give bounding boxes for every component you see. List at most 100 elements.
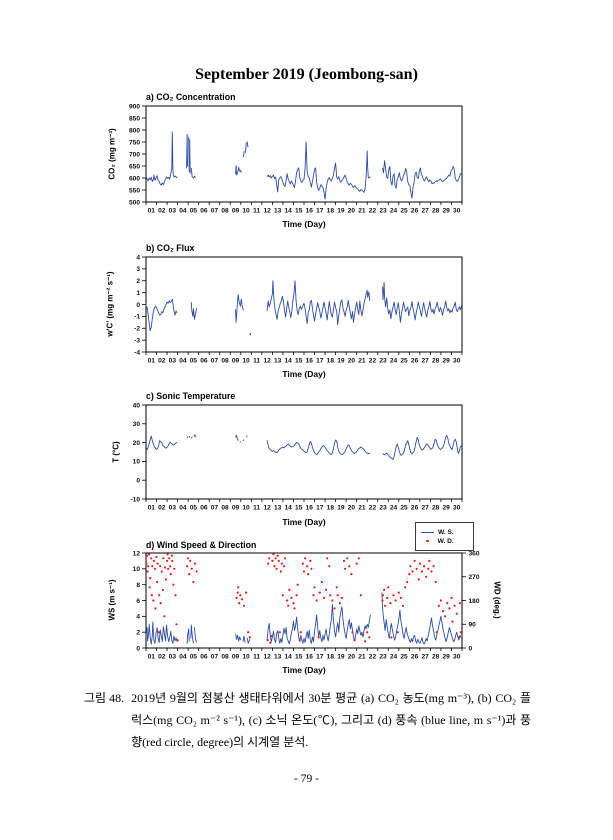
svg-text:0: 0 <box>136 645 140 652</box>
point-WD <box>355 562 358 565</box>
svg-text:13: 13 <box>274 208 282 215</box>
point-WD <box>315 599 318 602</box>
panel-d-label: d) Wind Speed & Direction <box>146 540 257 550</box>
svg-text:19: 19 <box>337 505 345 512</box>
svg-text:25: 25 <box>400 505 408 512</box>
point-WD <box>193 562 197 565</box>
svg-text:09: 09 <box>232 208 240 215</box>
svg-text:23: 23 <box>379 358 387 365</box>
figure-caption: 그림 48. 2019년 9월의 점봉산 생태타워에서 30분 평균 (a) C… <box>84 687 531 753</box>
point-WD <box>188 573 191 576</box>
svg-text:15: 15 <box>295 358 303 365</box>
legend-label-ws: W. S. <box>438 528 454 536</box>
point-WD <box>242 604 246 607</box>
svg-text:09: 09 <box>232 654 240 661</box>
svg-text:-4: -4 <box>134 349 140 356</box>
svg-text:40: 40 <box>133 402 141 409</box>
svg-text:26: 26 <box>411 208 419 215</box>
svg-text:27: 27 <box>421 505 429 512</box>
series-CO2 <box>266 141 371 200</box>
point-WD <box>157 631 160 634</box>
point-WD <box>401 604 405 607</box>
svg-text:12: 12 <box>263 358 271 365</box>
svg-text:0: 0 <box>136 302 140 309</box>
point-WD <box>192 580 195 584</box>
svg-text:06: 06 <box>200 208 208 215</box>
series-WS <box>190 624 194 644</box>
point-WD <box>168 557 171 560</box>
point-WD <box>312 594 315 597</box>
chart-panel-co2-concentration: 01 02 03 04 05 06 07 08 09 10 11 12 13 14 15 16 17 18 19 20… <box>129 103 463 215</box>
point-WD <box>276 554 279 557</box>
point-WD <box>283 557 287 560</box>
point-WD <box>390 636 393 639</box>
point-WD <box>457 636 460 639</box>
svg-text:-2: -2 <box>134 326 140 333</box>
svg-text:04: 04 <box>179 358 187 365</box>
chart-panel-sonic-temperature: 01 02 03 04 05 06 07 08 09 10 11 12 13 14 15 16 17 18 19 20… <box>130 402 463 512</box>
point-WD <box>161 588 164 592</box>
svg-text:27: 27 <box>421 654 429 661</box>
svg-text:29: 29 <box>443 654 451 661</box>
chart-panel-co2-flux: 01 02 03 04 05 06 07 08 09 10 11 12 13 14 15 16 17 18 19 20… <box>134 254 463 365</box>
panel-d-ylabel: WS (m s⁻¹) <box>107 579 117 621</box>
point-WD <box>389 602 392 605</box>
point-WD <box>368 636 371 639</box>
point-WD <box>317 636 320 639</box>
svg-text:18: 18 <box>327 358 335 365</box>
svg-text:800: 800 <box>129 127 140 134</box>
point-WD <box>163 566 167 569</box>
point-WD <box>344 567 347 570</box>
point-WD <box>342 559 346 563</box>
series-CO2 <box>242 151 245 157</box>
svg-text:10: 10 <box>133 459 141 466</box>
point-WD <box>271 559 274 563</box>
series-CO2 <box>246 141 249 148</box>
svg-text:11: 11 <box>253 208 260 215</box>
series-CO2 <box>235 165 242 176</box>
svg-text:28: 28 <box>432 505 440 512</box>
svg-text:25: 25 <box>400 654 408 661</box>
series-T <box>145 435 178 451</box>
series-CO2 <box>188 136 190 173</box>
legend-label-wd: W. D. <box>437 537 454 545</box>
dot-swatch-icon <box>426 539 429 543</box>
svg-text:23: 23 <box>379 208 387 215</box>
point-WD <box>320 580 323 584</box>
chart-panel-wind-speed-direction: 01 02 03 04 05 06 07 08 09 10 11 12 13 14 15 16 17 18 19 20… <box>133 550 480 660</box>
svg-text:13: 13 <box>274 505 282 512</box>
point-WD <box>170 554 173 557</box>
svg-text:30: 30 <box>453 505 461 512</box>
point-WD <box>306 565 309 568</box>
panel-b-ylabel: w'C' (mg m⁻² s⁻¹) <box>105 271 115 337</box>
point-WD <box>381 594 385 597</box>
svg-text:750: 750 <box>129 139 140 146</box>
point-WD <box>189 559 192 563</box>
point-WD <box>434 580 437 584</box>
point-WD <box>146 554 149 557</box>
point-WD <box>381 599 384 602</box>
svg-text:30: 30 <box>133 421 141 428</box>
series-CO2 <box>245 142 247 153</box>
svg-text:30: 30 <box>453 358 461 365</box>
point-WD <box>275 567 278 570</box>
point-WD <box>444 615 447 618</box>
line-swatch-icon <box>421 531 434 533</box>
series-T <box>239 441 242 443</box>
svg-text:20: 20 <box>133 440 141 447</box>
point-WD <box>156 580 159 584</box>
svg-text:04: 04 <box>179 208 187 215</box>
point-WD <box>148 553 151 556</box>
point-WD <box>267 562 270 565</box>
point-WD <box>361 633 365 636</box>
point-WD <box>430 570 433 573</box>
point-WD <box>299 631 302 634</box>
point-WD <box>298 639 301 642</box>
point-WD <box>366 631 369 634</box>
svg-text:21: 21 <box>358 208 366 215</box>
svg-text:2: 2 <box>136 278 140 285</box>
svg-text:700: 700 <box>129 151 140 158</box>
svg-text:19: 19 <box>337 654 345 661</box>
point-WD <box>357 557 360 560</box>
